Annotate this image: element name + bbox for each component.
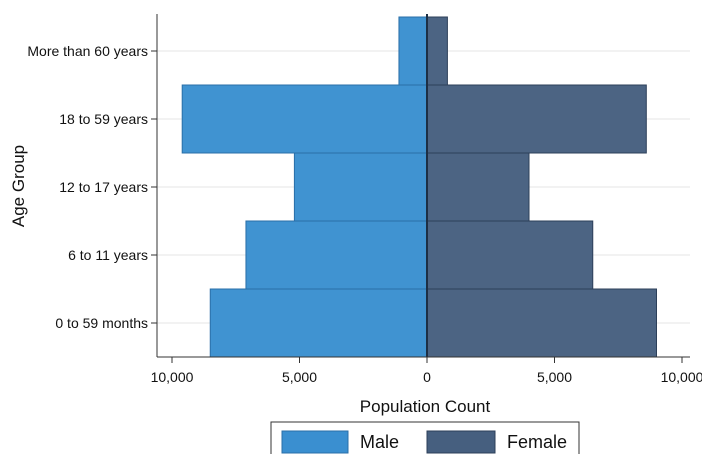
y-tick-label-18-to-59-years: 18 to 59 years bbox=[59, 111, 148, 127]
legend-label-male: Male bbox=[360, 432, 399, 452]
y-axis-title: Age Group bbox=[9, 145, 28, 227]
legend-label-female: Female bbox=[507, 432, 567, 452]
y-tick-label-6-to-11-years: 6 to 11 years bbox=[68, 247, 148, 263]
bar-female-6-to-11-years bbox=[426, 220, 594, 290]
x-tick-label-1: 5,000 bbox=[282, 369, 317, 385]
y-ticks: 0 to 59 months 6 to 11 years 12 to 17 year… bbox=[27, 43, 157, 331]
bar-female-more-than-60-years bbox=[426, 16, 448, 86]
bar-male-6-to-11-years bbox=[245, 220, 428, 290]
legend: Male Female bbox=[270, 421, 580, 454]
bar-female-12-to-17-years bbox=[426, 152, 530, 222]
bar-male-12-to-17-years bbox=[293, 152, 428, 222]
x-axis-title: Population Count bbox=[360, 397, 491, 416]
x-tick-label-2: 0 bbox=[423, 369, 431, 385]
x-ticks: 10,000 5,000 0 5,000 10,000 bbox=[151, 357, 702, 385]
y-tick-label-12-to-17-years: 12 to 17 years bbox=[59, 179, 148, 195]
x-tick-label-4: 10,000 bbox=[661, 369, 702, 385]
legend-swatch-female bbox=[426, 430, 496, 454]
bar-female-0-to-59-months bbox=[426, 288, 657, 358]
bar-male-more-than-60-years bbox=[398, 16, 428, 86]
x-tick-label-0: 10,000 bbox=[151, 369, 194, 385]
bar-male-18-to-59-years bbox=[181, 84, 428, 154]
legend-swatch-male bbox=[281, 430, 349, 454]
x-tick-label-3: 5,000 bbox=[537, 369, 572, 385]
bar-male-0-to-59-months bbox=[209, 288, 428, 358]
y-tick-label-more-than-60-years: More than 60 years bbox=[27, 43, 148, 59]
axes bbox=[156, 14, 690, 358]
bar-female-18-to-59-years bbox=[426, 84, 647, 154]
y-tick-label-0-to-59-months: 0 to 59 months bbox=[55, 315, 148, 331]
